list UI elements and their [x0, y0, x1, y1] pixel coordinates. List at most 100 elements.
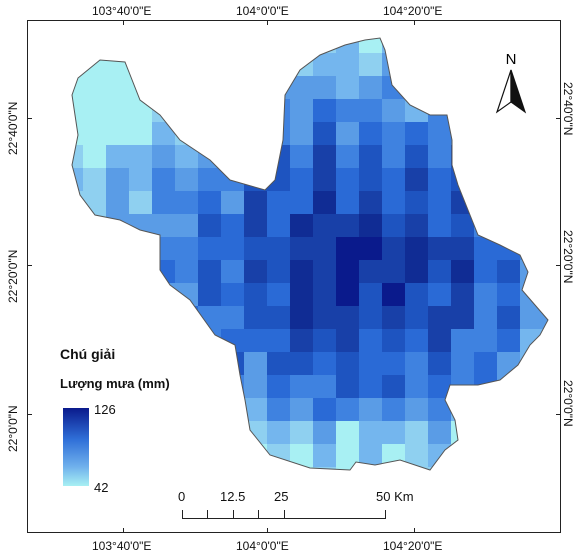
- rainfall-cell: [313, 99, 336, 122]
- rainfall-cell: [290, 237, 313, 260]
- rainfall-cell: [290, 467, 313, 470]
- rainfall-cell: [290, 421, 313, 444]
- rainfall-cell: [520, 237, 543, 260]
- rainfall-cell: [428, 375, 451, 398]
- rainfall-cell: [267, 398, 290, 421]
- rainfall-cell: [129, 306, 152, 329]
- rainfall-cell: [405, 329, 428, 352]
- rainfall-cell: [313, 237, 336, 260]
- rainfall-cell: [175, 467, 198, 470]
- rainfall-cell: [336, 145, 359, 168]
- rainfall-cell: [520, 122, 543, 145]
- rainfall-cell: [83, 306, 106, 329]
- rainfall-cell: [543, 352, 548, 375]
- rainfall-cell: [129, 283, 152, 306]
- rainfall-cell: [72, 122, 83, 145]
- rainfall-cell: [175, 352, 198, 375]
- rainfall-cell: [267, 237, 290, 260]
- rainfall-cell: [221, 122, 244, 145]
- rainfall-cell: [543, 168, 548, 191]
- rainfall-cell: [175, 145, 198, 168]
- rainfall-cell: [474, 145, 497, 168]
- rainfall-cell: [244, 237, 267, 260]
- rainfall-cell: [336, 421, 359, 444]
- rainfall-cell: [359, 214, 382, 237]
- scale-tick: [284, 510, 285, 519]
- rainfall-cell: [451, 99, 474, 122]
- rainfall-cell: [267, 99, 290, 122]
- rainfall-cell: [520, 329, 543, 352]
- rainfall-cell: [267, 467, 290, 470]
- rainfall-cell: [106, 191, 129, 214]
- rainfall-cell: [198, 352, 221, 375]
- rainfall-cell: [152, 53, 175, 76]
- rainfall-cell: [290, 375, 313, 398]
- rainfall-cell: [336, 329, 359, 352]
- lat-tick-right-1: 22°40'0"N: [561, 82, 575, 136]
- rainfall-cell: [382, 122, 405, 145]
- tick-mark: [267, 528, 268, 533]
- rainfall-cell: [72, 168, 83, 191]
- rainfall-cell: [543, 53, 548, 76]
- rainfall-cell: [336, 444, 359, 467]
- rainfall-cell: [336, 168, 359, 191]
- rainfall-cell: [83, 214, 106, 237]
- rainfall-cell: [359, 352, 382, 375]
- tick-mark: [556, 118, 561, 119]
- region-boundary: [71, 37, 549, 471]
- rainfall-cell: [72, 76, 83, 99]
- rainfall-cell: [405, 237, 428, 260]
- rainfall-cell: [474, 260, 497, 283]
- rainfall-cell: [129, 214, 152, 237]
- rainfall-cell: [451, 352, 474, 375]
- rainfall-cell: [175, 214, 198, 237]
- scale-label-0: 0: [178, 489, 186, 504]
- rainfall-cell: [382, 329, 405, 352]
- rainfall-cell: [83, 38, 106, 53]
- rainfall-cell: [336, 306, 359, 329]
- rainfall-cell: [152, 38, 175, 53]
- rainfall-cell: [336, 237, 359, 260]
- rainfall-cell: [72, 260, 83, 283]
- rainfall-cell: [244, 76, 267, 99]
- rainfall-cell: [382, 237, 405, 260]
- rainfall-cell: [152, 306, 175, 329]
- rainfall-cell: [290, 122, 313, 145]
- rainfall-cell: [382, 444, 405, 467]
- rainfall-cell: [244, 214, 267, 237]
- rainfall-cell: [83, 99, 106, 122]
- rainfall-cell: [244, 375, 267, 398]
- rainfall-cell: [359, 398, 382, 421]
- rainfall-cell: [428, 168, 451, 191]
- rainfall-cell: [451, 53, 474, 76]
- rainfall-cell: [543, 467, 548, 470]
- rainfall-cell: [359, 467, 382, 470]
- rainfall-cell: [313, 444, 336, 467]
- rainfall-cell: [152, 122, 175, 145]
- rainfall-cell: [336, 283, 359, 306]
- rainfall-cell: [405, 306, 428, 329]
- rainfall-cell: [175, 283, 198, 306]
- rainfall-cell: [359, 421, 382, 444]
- rainfall-cell: [336, 375, 359, 398]
- rainfall-cell: [290, 329, 313, 352]
- rainfall-cell: [497, 168, 520, 191]
- rainfall-cell: [106, 168, 129, 191]
- rainfall-cell: [474, 306, 497, 329]
- lat-tick-right-2: 22°20'0"N: [561, 230, 575, 284]
- rainfall-cell: [290, 53, 313, 76]
- rainfall-cell: [405, 53, 428, 76]
- rainfall-cell: [405, 283, 428, 306]
- rainfall-cell: [336, 352, 359, 375]
- rainfall-cell: [405, 352, 428, 375]
- rainfall-cell: [382, 53, 405, 76]
- tick-mark: [556, 414, 561, 415]
- rainfall-cell: [382, 38, 405, 53]
- rainfall-cell: [382, 306, 405, 329]
- scale-tick: [385, 510, 386, 519]
- rainfall-cell: [451, 421, 474, 444]
- rainfall-cell: [313, 145, 336, 168]
- rainfall-cell: [359, 260, 382, 283]
- rainfall-cell: [313, 168, 336, 191]
- rainfall-cell: [152, 168, 175, 191]
